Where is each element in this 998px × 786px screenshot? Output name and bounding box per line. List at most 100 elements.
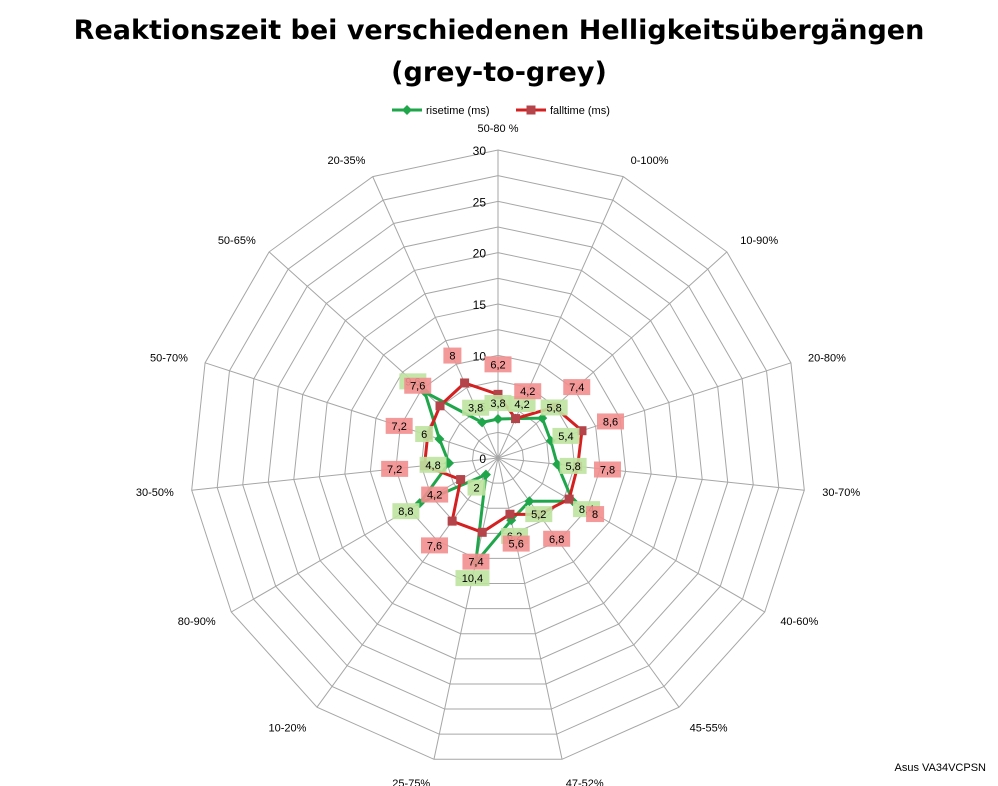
- data-label-bg: [552, 427, 580, 444]
- series-point: [537, 413, 548, 424]
- series-point: [435, 401, 445, 411]
- data-label-bg: [467, 479, 486, 496]
- chart-title: Reaktionszeit bei verschiedenen Helligke…: [73, 15, 925, 88]
- series-point: [434, 433, 445, 444]
- series-point: [493, 389, 503, 399]
- grid-spoke: [497, 457, 680, 708]
- series-point: [564, 494, 574, 504]
- grid-ring: [216, 175, 780, 735]
- grid-spoke: [433, 457, 499, 760]
- category-label: 25-75%: [392, 778, 430, 786]
- series-point: [456, 475, 466, 485]
- data-label: 6: [421, 429, 427, 441]
- series-point: [460, 378, 470, 388]
- data-label-bg: [462, 399, 490, 416]
- data-label: 7,8: [600, 465, 615, 477]
- data-label: 6,8: [549, 534, 564, 546]
- grid-spoke: [497, 457, 765, 613]
- grid-spoke: [497, 251, 728, 459]
- grid-ring: [395, 354, 601, 559]
- series-point: [477, 417, 488, 428]
- grid-ring: [242, 200, 754, 710]
- data-label-bg: [586, 506, 605, 523]
- data-label-bg: [421, 486, 449, 503]
- series-point: [477, 527, 487, 537]
- category-label: 47-52%: [566, 778, 604, 786]
- grid-ring: [191, 149, 805, 760]
- series-point: [577, 426, 587, 436]
- data-label: 5,8: [565, 461, 580, 473]
- category-label: 0-100%: [631, 155, 669, 167]
- data-label-bg: [593, 461, 621, 478]
- series-point: [493, 413, 503, 424]
- category-label: 40-60%: [780, 616, 818, 628]
- data-label: 4,2: [520, 386, 535, 398]
- data-labels: 3,84,25,85,45,88,45,26,210,428,84,869,63…: [381, 347, 625, 587]
- data-label: 10,4: [462, 573, 483, 585]
- axis-tick-label: 15: [473, 298, 487, 312]
- data-label: 4,2: [427, 490, 442, 502]
- grid-spoke: [316, 457, 499, 708]
- data-label-bg: [404, 377, 432, 394]
- data-label: 7,6: [427, 540, 442, 552]
- data-label-bg: [508, 395, 536, 412]
- data-label-bg: [419, 456, 447, 473]
- series-point: [511, 414, 521, 424]
- data-label-bg: [462, 553, 490, 570]
- legend-label: risetime (ms): [426, 105, 490, 117]
- series-line: [422, 381, 584, 534]
- grid-ring: [267, 226, 729, 685]
- data-label: 7,2: [387, 464, 402, 476]
- data-label: 4,2: [514, 399, 529, 411]
- axis-tick-label: 10: [473, 349, 487, 363]
- series-point: [524, 496, 535, 507]
- grid-spoke: [497, 457, 563, 760]
- data-label: 8: [592, 509, 598, 521]
- grid-ring: [293, 252, 703, 660]
- data-label-bg: [597, 413, 625, 430]
- grid-ring: [446, 406, 550, 509]
- axis-tick-label: 25: [473, 195, 487, 209]
- category-label: 50-80 %: [478, 123, 519, 135]
- radar-grid: [191, 149, 805, 760]
- data-label: 3,8: [490, 398, 505, 410]
- data-label-bg: [514, 383, 542, 400]
- data-label: 8: [449, 351, 455, 363]
- category-label: 45-55%: [690, 723, 728, 735]
- grid-ring: [471, 431, 525, 484]
- data-label: 5,8: [546, 402, 561, 414]
- data-label: 5,4: [558, 431, 573, 443]
- category-labels: 50-80 % 0-100% 10-90% 20-80% 30-70% 40-60% 45-…: [136, 123, 860, 786]
- series-point: [480, 469, 491, 480]
- data-label: 2: [473, 483, 479, 495]
- data-label: 7,4: [569, 382, 584, 394]
- category-label: 30-70%: [822, 487, 860, 499]
- grid-spoke: [268, 251, 499, 459]
- legend-marker: [402, 105, 412, 115]
- series-point: [447, 516, 457, 526]
- data-label: 8,8: [398, 506, 413, 518]
- data-label: 7,4: [468, 557, 483, 569]
- watermark-text: Asus VA34VCPSN: [894, 762, 986, 774]
- data-label-bg: [455, 570, 490, 587]
- data-label-bg: [502, 535, 530, 552]
- data-label-bg: [484, 394, 512, 411]
- data-label-bg: [421, 537, 449, 554]
- grid-spoke: [497, 362, 792, 459]
- data-label: 8,6: [603, 416, 618, 428]
- series-line: [415, 389, 575, 568]
- data-label-bg: [443, 347, 462, 364]
- axis-tick-label: 30: [473, 144, 487, 158]
- grid-spoke: [231, 457, 499, 613]
- data-label: 5,2: [531, 509, 546, 521]
- data-label: 5,6: [509, 539, 524, 551]
- data-label: 4,8: [425, 460, 440, 472]
- category-label: 20-80%: [808, 352, 846, 364]
- category-label: 10-20%: [268, 723, 306, 735]
- axis-tick-label: 0: [479, 452, 486, 466]
- data-label-bg: [543, 530, 571, 547]
- legend-marker: [526, 105, 536, 115]
- grid-ring: [318, 277, 678, 635]
- data-label-bg: [385, 417, 413, 434]
